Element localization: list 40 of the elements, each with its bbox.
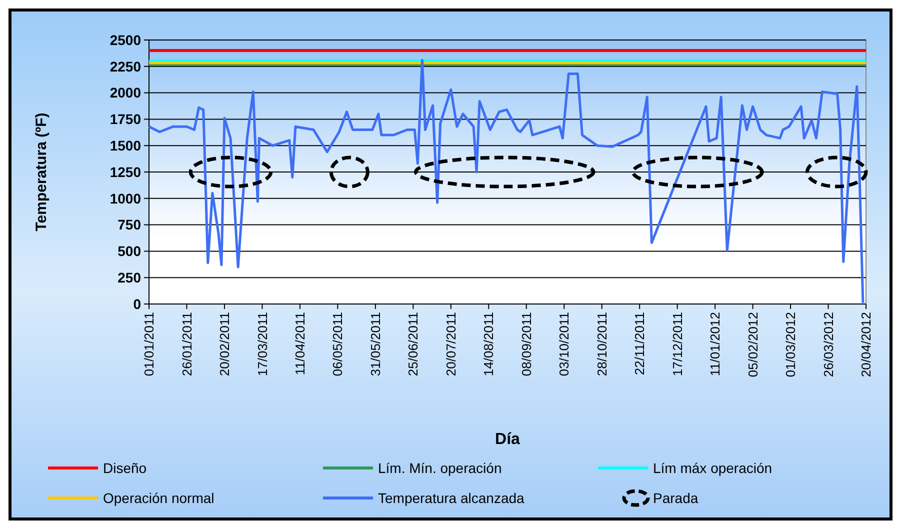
x-tick-label: 20/07/2011 [443,312,458,376]
x-tick-label: 17/12/2011 [670,312,685,376]
x-tick-label: 11/01/2012 [708,312,723,376]
x-tick-label: 11/04/2011 [292,312,308,376]
text: Parada [653,490,698,506]
x-tick-label: 28/10/2011 [594,312,610,376]
x-tick-label: 22/11/2011 [632,312,648,376]
legend-label: Lím. Mín. operación [378,460,502,476]
x-tick-label: 06/05/2011 [330,312,346,376]
x-tick-label: 01/01/2011 [142,312,157,376]
y-tick-label: 2250 [110,58,142,74]
x-tick-label: 14/08/2011 [481,312,496,376]
x-tick-label: 26/01/2011 [179,312,194,376]
y-tick-label: 1000 [110,190,142,206]
x-axis-title: Día [495,431,520,448]
legend-label: Temperatura alcanzada [378,490,525,506]
y-tick-label: 250 [118,270,142,286]
y-tick-label: 1500 [110,138,142,154]
y-tick-label: 500 [118,243,142,260]
y-tick-label: 750 [118,216,142,233]
x-tick-label: 26/03/2012 [820,312,836,378]
y-tick-label: 2500 [110,32,142,48]
x-tick-label: 05/02/2012 [745,312,760,378]
x-tick-label: 01/03/2012 [783,312,798,378]
x-tick-label: 20/04/2012 [858,312,874,378]
x-tick-label: 31/05/2011 [368,312,383,376]
x-tick-label: 03/10/2011 [556,312,572,376]
y-axis-title: Temperatura (ºF) [33,112,50,232]
legend-label: Operación normal [103,490,214,506]
legend-label: Diseño [103,460,147,476]
x-tick-label: 08/09/2011 [518,312,534,376]
x-tick-label: 25/06/2011 [406,312,421,376]
y-tick-label: 1250 [110,164,142,180]
x-tick-label: 17/03/2011 [254,312,270,376]
line-series [148,58,864,304]
legend-label: Lím máx operación [653,460,772,476]
y-tick-label: 0 [133,296,142,312]
x-tick-label: 20/02/2011 [217,312,232,376]
y-tick-label: 2000 [110,84,142,101]
y-tick-label: 1750 [110,111,142,128]
